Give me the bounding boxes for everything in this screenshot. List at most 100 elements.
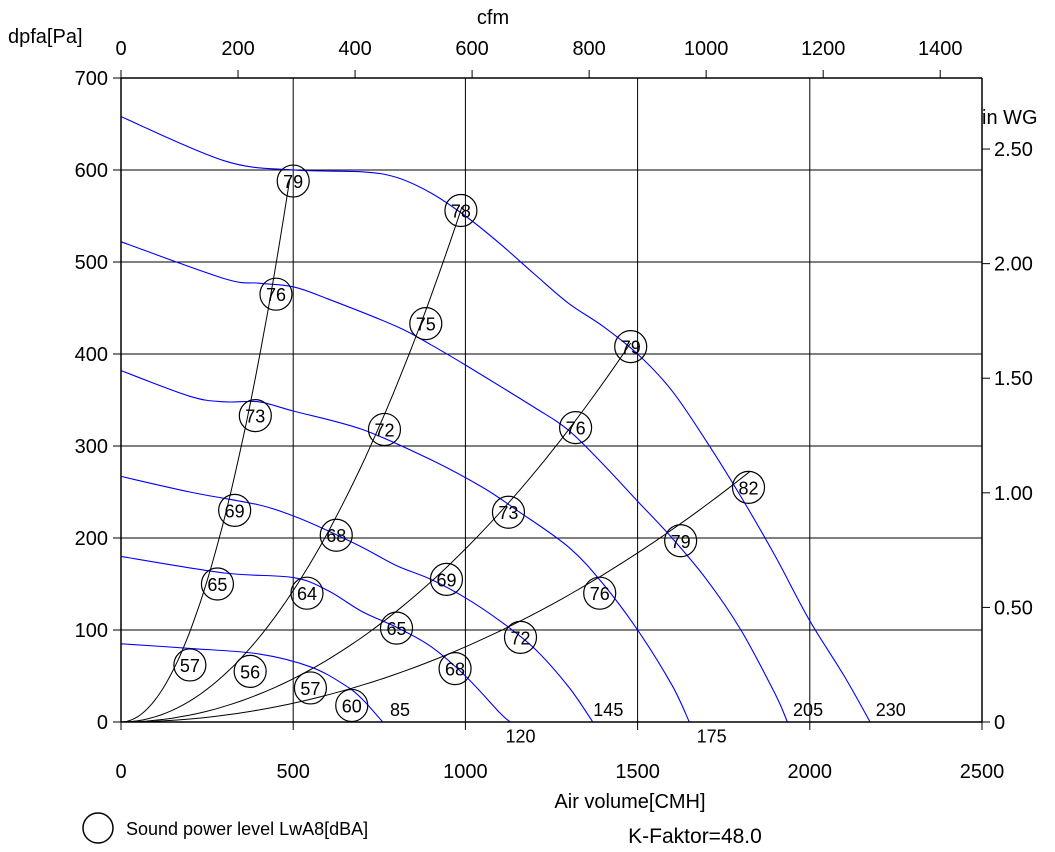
x-tick-label: 1000 bbox=[443, 761, 488, 783]
y-tick-label: 400 bbox=[75, 344, 108, 366]
sound-level-value: 79 bbox=[671, 532, 691, 552]
fan-curve-145 bbox=[120, 475, 594, 723]
sound-level-value: 65 bbox=[207, 575, 227, 595]
sound-level-value: 65 bbox=[387, 619, 407, 639]
x2-tick-label: 1400 bbox=[918, 38, 963, 60]
y-tick-label: 100 bbox=[75, 620, 108, 642]
sound-level-marker bbox=[293, 671, 328, 705]
sound-level-value: 78 bbox=[451, 201, 471, 221]
x2-tick-label: 0 bbox=[115, 38, 126, 60]
sound-level-marker bbox=[444, 193, 478, 228]
x2-tick-label: 1000 bbox=[684, 38, 729, 60]
rpm-label: 205 bbox=[793, 700, 823, 720]
x-tick-label: 2000 bbox=[788, 761, 833, 783]
k-factor-label: K-Faktor=48.0 bbox=[628, 825, 762, 848]
legend-text: Sound power level LwA8[dBA] bbox=[126, 819, 368, 839]
rpm-label: 120 bbox=[505, 727, 535, 747]
sound-level-value: 79 bbox=[283, 172, 303, 192]
sound-level-marker bbox=[491, 495, 526, 529]
x-tick-label: 0 bbox=[115, 761, 126, 783]
sound-level-marker bbox=[559, 411, 593, 445]
system-curve-1 bbox=[120, 179, 291, 723]
sound-level-value: 69 bbox=[436, 570, 456, 590]
x2-tick-label: 600 bbox=[455, 38, 488, 60]
system-curves bbox=[120, 179, 750, 723]
sound-level-marker bbox=[429, 562, 464, 597]
y2-axis-title: in WG bbox=[982, 107, 1038, 129]
sound-level-marker bbox=[290, 576, 324, 610]
y2-tick-label: 0.50 bbox=[994, 597, 1033, 619]
sound-level-marker bbox=[335, 688, 369, 723]
x2-tick-label: 400 bbox=[338, 38, 371, 60]
y-tick-label: 500 bbox=[75, 252, 108, 274]
fan-curve-205 bbox=[120, 241, 788, 723]
sound-level-markers: 79 78 76 75 79 73 72 76 82 69 68 73 79 65 64 69 76 65 72 57… bbox=[173, 164, 766, 723]
rpm-label: 145 bbox=[593, 700, 623, 720]
y-tick-label: 200 bbox=[75, 528, 108, 550]
sound-level-marker bbox=[276, 164, 310, 198]
sound-level-marker bbox=[319, 518, 353, 552]
sound-level-value: 68 bbox=[445, 660, 465, 680]
x-tick-label: 1500 bbox=[615, 761, 660, 783]
x2-tick-label: 200 bbox=[221, 38, 254, 60]
rpm-label: 85 bbox=[390, 700, 410, 720]
fan-curve-175 bbox=[120, 370, 690, 723]
sound-level-marker bbox=[200, 567, 235, 601]
y2-tick-label: 2.50 bbox=[994, 139, 1033, 161]
sound-level-value: 72 bbox=[374, 420, 394, 440]
sound-level-value: 72 bbox=[510, 628, 530, 648]
y-tick-label: 0 bbox=[97, 712, 108, 734]
y2-tick-label: 0 bbox=[994, 712, 1005, 734]
y-tick-label: 300 bbox=[75, 436, 108, 458]
sound-level-marker bbox=[503, 620, 538, 654]
x2-axis-title: cfm bbox=[477, 7, 509, 29]
x2-tick-label: 1200 bbox=[801, 38, 846, 60]
x-tick-label: 2500 bbox=[960, 761, 1005, 783]
sound-level-value: 82 bbox=[738, 478, 758, 498]
sound-level-marker bbox=[233, 654, 267, 689]
x-tick-label: 500 bbox=[277, 761, 310, 783]
fan-curve-230 bbox=[120, 116, 871, 723]
x2-tick-label: 800 bbox=[572, 38, 605, 60]
sound-level-marker bbox=[438, 652, 472, 686]
sound-level-value: 73 bbox=[498, 503, 518, 523]
sound-level-marker bbox=[379, 611, 414, 645]
sound-level-value: 68 bbox=[326, 526, 346, 546]
legend-circle-icon bbox=[82, 812, 114, 844]
system-curve-2 bbox=[120, 206, 463, 723]
y-tick-label: 600 bbox=[75, 160, 108, 182]
sound-level-value: 60 bbox=[342, 696, 362, 716]
sound-level-marker bbox=[238, 399, 272, 433]
y-tick-label: 700 bbox=[75, 68, 108, 90]
system-curve-3 bbox=[120, 342, 632, 723]
sound-level-marker bbox=[259, 277, 293, 311]
y2-tick-label: 1.00 bbox=[994, 483, 1033, 505]
sound-level-marker bbox=[367, 412, 402, 447]
sound-level-marker bbox=[218, 493, 252, 527]
y-axis-title: dpfa[Pa] bbox=[8, 26, 83, 48]
sound-level-value: 64 bbox=[297, 584, 317, 604]
sound-level-value: 56 bbox=[240, 662, 260, 682]
sound-level-marker bbox=[173, 648, 207, 682]
sound-level-marker bbox=[409, 307, 443, 341]
y2-tick-label: 2.00 bbox=[994, 254, 1033, 276]
system-curve-4 bbox=[120, 471, 750, 723]
x-axis-title: Air volume[CMH] bbox=[554, 791, 705, 813]
sound-level-value: 57 bbox=[300, 679, 320, 699]
sound-level-marker bbox=[731, 470, 766, 504]
legend: Sound power level LwA8[dBA] bbox=[82, 812, 368, 844]
sound-level-value: 76 bbox=[266, 285, 286, 305]
sound-level-value: 69 bbox=[225, 501, 245, 521]
sound-level-marker bbox=[583, 576, 617, 610]
rpm-labels: 85 120 145 175 205 230 bbox=[390, 700, 906, 747]
fan-curves bbox=[120, 116, 871, 723]
rpm-label: 230 bbox=[876, 700, 906, 720]
rpm-label: 175 bbox=[697, 727, 727, 747]
sound-level-value: 75 bbox=[416, 315, 436, 335]
sound-level-value: 73 bbox=[245, 407, 265, 427]
sound-level-value: 79 bbox=[621, 338, 641, 358]
sound-level-marker bbox=[664, 524, 698, 558]
sound-level-value: 76 bbox=[566, 419, 586, 439]
